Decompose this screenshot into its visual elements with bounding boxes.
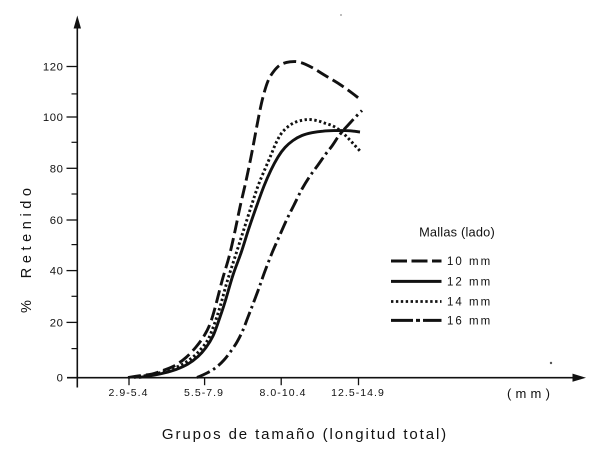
svg-text:20: 20 bbox=[50, 317, 64, 329]
svg-text:40: 40 bbox=[50, 266, 64, 278]
svg-text:100: 100 bbox=[43, 112, 64, 124]
svg-text:2.9-5.4: 2.9-5.4 bbox=[108, 387, 148, 399]
svg-text:60: 60 bbox=[50, 215, 64, 227]
svg-text:10 mm: 10 mm bbox=[447, 256, 492, 268]
svg-text:% Retenido: % Retenido bbox=[19, 183, 35, 313]
svg-text:14 mm: 14 mm bbox=[447, 297, 492, 309]
svg-text:16 mm: 16 mm bbox=[447, 315, 492, 327]
svg-text:120: 120 bbox=[43, 62, 64, 74]
svg-text:80: 80 bbox=[50, 163, 64, 175]
svg-text:0: 0 bbox=[57, 373, 64, 385]
svg-text:(mm): (mm) bbox=[507, 386, 554, 401]
svg-text:12.5-14.9: 12.5-14.9 bbox=[331, 387, 385, 399]
svg-text:5.5-7.9: 5.5-7.9 bbox=[184, 387, 224, 399]
svg-text:12 mm: 12 mm bbox=[447, 276, 492, 288]
svg-text:Mallas (lado): Mallas (lado) bbox=[419, 225, 495, 240]
svg-text:Grupos de tamaño (longitud tot: Grupos de tamaño (longitud total) bbox=[162, 426, 448, 443]
svg-text:8.0-10.4: 8.0-10.4 bbox=[260, 387, 307, 399]
